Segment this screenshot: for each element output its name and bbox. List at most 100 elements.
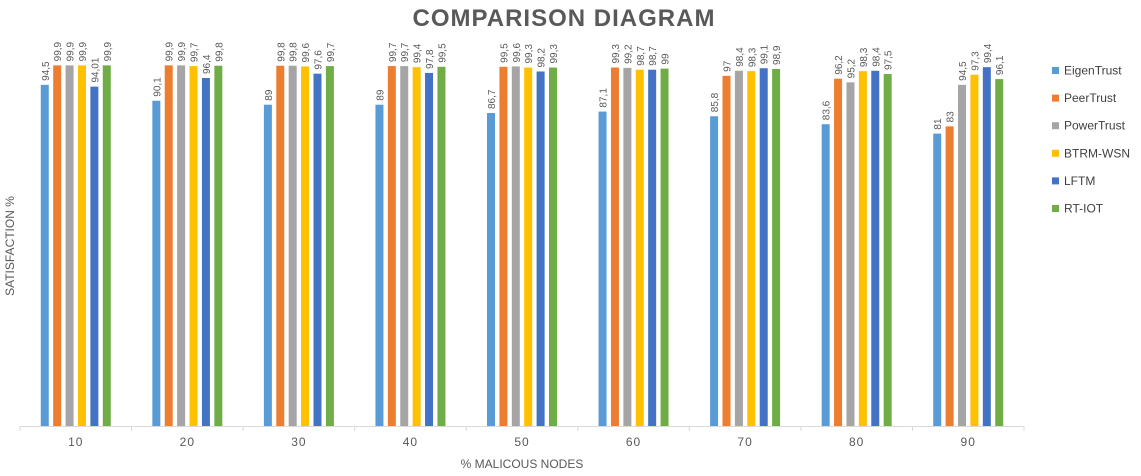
data-label: 97,5 <box>884 50 895 70</box>
data-label: 86,7 <box>487 89 498 109</box>
data-label: 99,6 <box>512 43 523 63</box>
bar-rt-iot <box>660 68 669 427</box>
bar-btrm-wsn <box>524 67 533 426</box>
bar-rt-iot <box>995 79 1004 426</box>
bar-btrm-wsn <box>189 66 198 426</box>
data-label: 99,7 <box>326 42 337 62</box>
data-label: 99,5 <box>499 43 510 63</box>
bar-lftm <box>648 69 657 427</box>
data-label: 99,7 <box>400 42 411 62</box>
bar-rt-iot <box>883 74 892 427</box>
bar-powertrust <box>958 84 967 426</box>
bar-lftm <box>313 73 322 426</box>
bar-peertrust <box>722 75 731 426</box>
bar-lftm <box>536 71 545 427</box>
x-tick-label: 90 <box>961 435 976 449</box>
bar-peertrust <box>945 126 954 427</box>
bar-peertrust <box>610 67 619 426</box>
data-label: 97,6 <box>313 50 324 70</box>
bar-peertrust <box>276 65 285 427</box>
bar-eigentrust <box>375 104 384 427</box>
bar-powertrust <box>400 66 409 426</box>
bar-btrm-wsn <box>301 66 310 426</box>
bar-eigentrust <box>933 133 942 426</box>
bar-powertrust <box>65 65 74 427</box>
data-label: 83 <box>946 111 957 123</box>
data-label: 98,3 <box>859 47 870 67</box>
data-label: 96,2 <box>834 55 845 75</box>
data-label: 97,3 <box>970 51 981 71</box>
data-label: 99,4 <box>983 43 994 63</box>
legend-item-btrm-wsn: BTRM-WSN <box>1052 146 1130 160</box>
data-label: 99,9 <box>78 41 89 61</box>
bar-peertrust <box>387 66 396 426</box>
bar-btrm-wsn <box>747 71 756 427</box>
bar-rt-iot <box>214 65 223 427</box>
bar-rt-iot <box>437 66 446 427</box>
data-label: 99,3 <box>611 44 622 64</box>
legend-swatch <box>1052 149 1059 157</box>
legend-swatch <box>1052 177 1059 185</box>
data-label: 95,2 <box>846 58 857 78</box>
legend-swatch <box>1052 122 1059 130</box>
legend-item-lftm: LFTM <box>1052 174 1095 188</box>
bar-btrm-wsn <box>970 74 979 426</box>
data-label: 81 <box>933 118 944 130</box>
data-label: 90,1 <box>152 77 163 97</box>
data-label: 99,8 <box>289 42 300 62</box>
data-label: 96,1 <box>995 55 1006 75</box>
bar-peertrust <box>53 65 62 427</box>
legend-item-peertrust: PeerTrust <box>1052 91 1117 105</box>
bar-peertrust <box>164 65 173 427</box>
legend-label: BTRM-WSN <box>1064 146 1130 160</box>
data-label: 98,4 <box>735 47 746 67</box>
x-tick-label: 10 <box>68 435 83 449</box>
data-label: 99,5 <box>437 43 448 63</box>
data-label: 99,3 <box>549 44 560 64</box>
data-label: 98,4 <box>871 47 882 67</box>
data-label: 85,8 <box>710 92 721 112</box>
bar-lftm <box>871 70 880 426</box>
data-label: 98,9 <box>772 45 783 65</box>
bar-eigentrust <box>152 100 161 426</box>
x-tick-label: 60 <box>626 435 641 449</box>
bar-btrm-wsn <box>635 69 644 427</box>
legend-item-eigentrust: EigenTrust <box>1052 64 1122 78</box>
legend-label: PowerTrust <box>1064 119 1126 133</box>
data-label: 99 <box>661 53 672 65</box>
legend-label: LFTM <box>1064 174 1095 188</box>
data-label: 99,2 <box>623 44 634 64</box>
data-label: 99,9 <box>53 41 64 61</box>
data-label: 99,3 <box>524 44 535 64</box>
x-tick-label: 50 <box>514 435 529 449</box>
data-label: 99,9 <box>177 41 188 61</box>
data-label: 99,7 <box>190 42 201 62</box>
data-label: 98,3 <box>747 47 758 67</box>
x-tick-label: 20 <box>180 435 195 449</box>
data-label: 94,5 <box>41 61 52 81</box>
data-label: 89 <box>375 89 386 101</box>
bar-btrm-wsn <box>412 67 421 426</box>
data-label: 99,9 <box>165 41 176 61</box>
bar-eigentrust <box>487 113 495 426</box>
bar-powertrust <box>288 65 297 427</box>
bar-powertrust <box>734 70 743 426</box>
data-label: 99,8 <box>214 42 225 62</box>
bar-rt-iot <box>325 66 334 426</box>
legend-swatch <box>1052 205 1059 212</box>
legend: EigenTrust PeerTrust PowerTrust BTRM-WSN LFT… <box>1052 64 1130 216</box>
data-label: 98,7 <box>648 46 659 66</box>
data-label: 89 <box>264 89 275 101</box>
data-label: 99,4 <box>413 43 424 63</box>
legend-label: RT-IOT <box>1064 202 1104 216</box>
legend-swatch <box>1052 94 1059 102</box>
bar-powertrust <box>846 82 855 426</box>
bar-rt-iot <box>772 68 781 426</box>
data-label: 98,2 <box>537 48 548 68</box>
x-tick-label: 40 <box>403 435 418 449</box>
bar-peertrust <box>834 78 843 426</box>
data-label: 97 <box>723 60 734 72</box>
bar-powertrust <box>623 67 632 426</box>
